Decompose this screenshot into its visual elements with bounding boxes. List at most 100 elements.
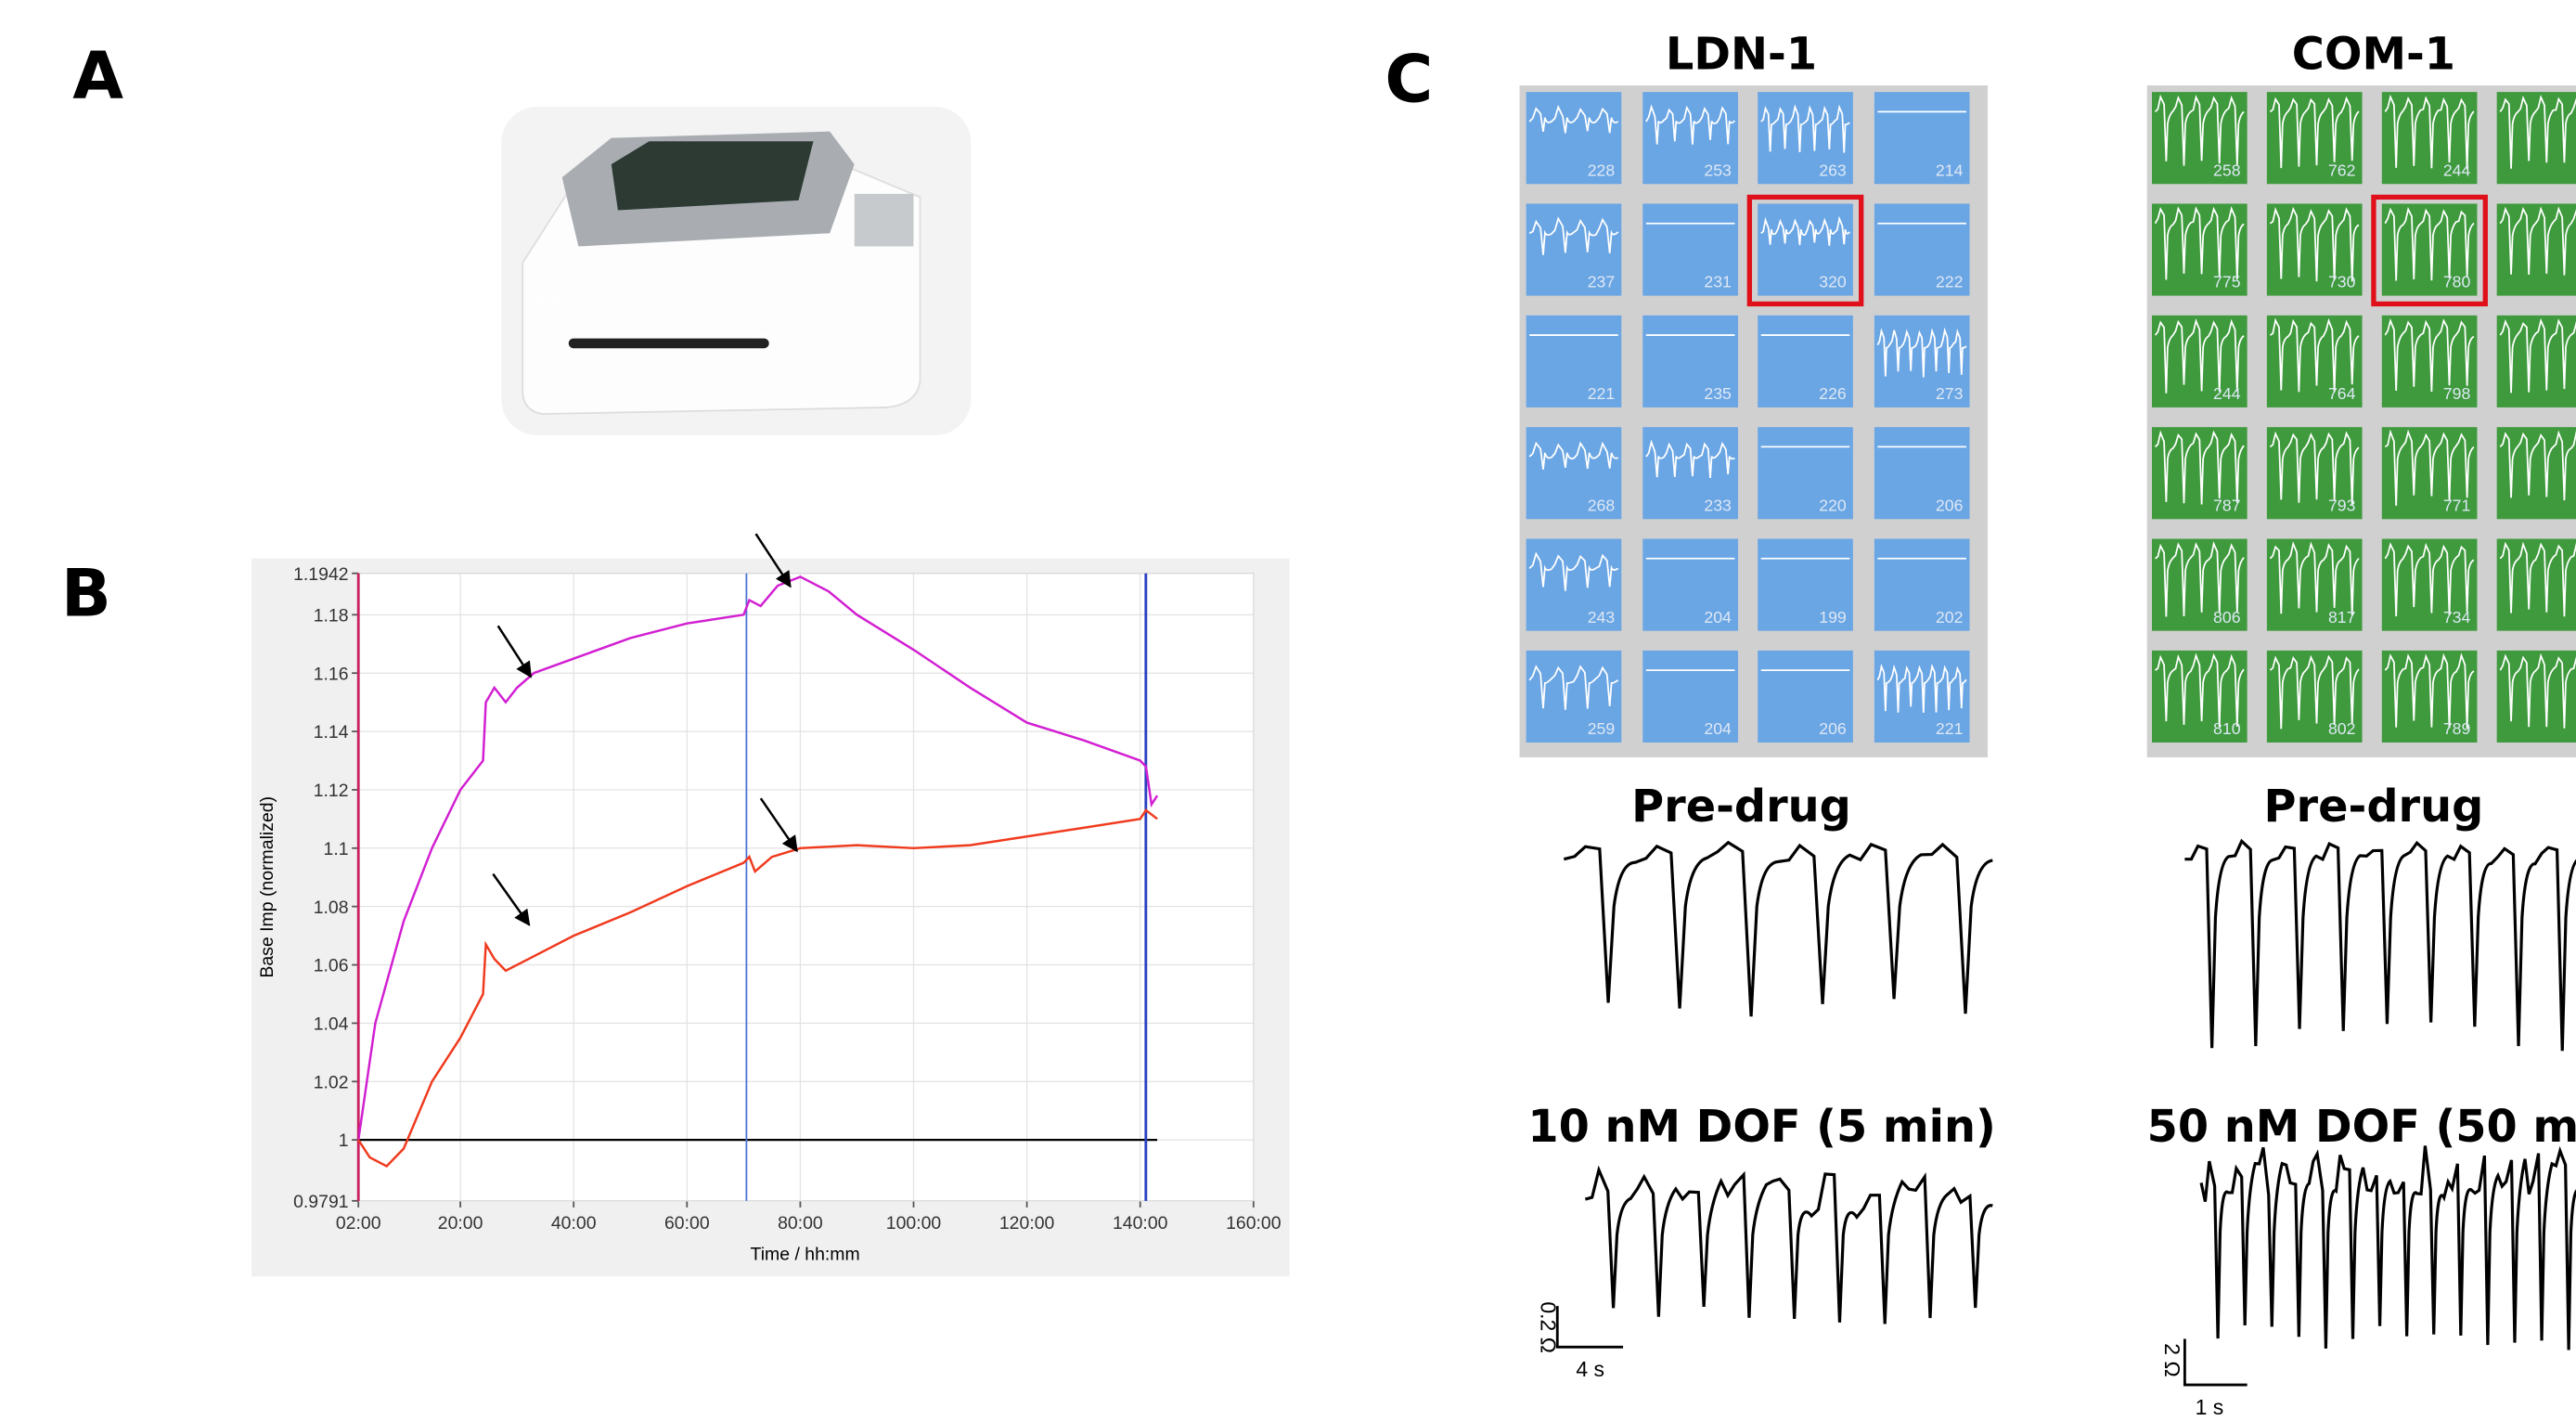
trace: [2184, 838, 2576, 1052]
well-tile: [1874, 427, 1970, 520]
well-tile: [1642, 538, 1738, 631]
well-label: 764: [2328, 384, 2356, 403]
panel-label: B: [61, 555, 111, 632]
well-label: 775: [2213, 273, 2241, 291]
x-tick-label: 20:00: [438, 1213, 483, 1234]
scale-bar: [1555, 1306, 1624, 1349]
well-label: 259: [1588, 719, 1616, 738]
trace: [1563, 840, 1993, 1017]
well-trace: [2154, 430, 2245, 505]
well-label: 204: [1704, 608, 1732, 627]
y-tick-label: 1.06: [314, 956, 349, 976]
well-label: 199: [1819, 608, 1847, 627]
well-label: 244: [2443, 161, 2471, 179]
well-tile: [1874, 203, 1970, 296]
scale-label: 0.2 Ω: [1537, 1301, 1561, 1353]
y-tick-label: 1.18: [314, 605, 349, 626]
well-label: 237: [1588, 273, 1616, 291]
well-label: 273: [1936, 384, 1964, 403]
plot-area: [357, 573, 1255, 1202]
well-label: 206: [1819, 719, 1847, 738]
well-trace: [2499, 95, 2576, 169]
well-trace: [2499, 317, 2576, 394]
well-label: 771: [2443, 496, 2471, 514]
trace: [2199, 1145, 2576, 1350]
well-trace: [2384, 94, 2475, 170]
highlight: [1746, 194, 1864, 307]
highlight: [2371, 194, 2488, 307]
well-label: 214: [1936, 161, 1964, 179]
well-trace: [1528, 104, 1619, 134]
y-tick-label: 1.12: [314, 781, 349, 801]
well-trace: [1528, 551, 1619, 591]
well-trace: [1760, 104, 1850, 153]
well-trace: [1528, 665, 1619, 710]
well-tile: [1642, 650, 1738, 743]
well-label: 226: [1819, 384, 1847, 403]
well-trace: [2269, 206, 2360, 282]
well-plate: [2146, 85, 2576, 757]
well-trace: [2499, 541, 2576, 617]
trace-title: Pre-drug: [2264, 782, 2484, 833]
well-trace: [2155, 652, 2245, 728]
well-trace: [1528, 441, 1619, 470]
well-label: 206: [1936, 496, 1964, 514]
well-label: 222: [1936, 273, 1964, 291]
group-title: LDN-1: [1666, 29, 1817, 80]
chart: 02:00 20:00 40:00 60:00 80:00 100:00 120:00 140…: [293, 564, 1282, 1234]
well-trace: [2499, 206, 2576, 276]
well-label: 817: [2328, 608, 2356, 627]
well-trace: [2499, 652, 2576, 729]
x-axis-label: Time / hh:mm: [751, 1245, 860, 1265]
well-tile: [1874, 92, 1970, 185]
well-tile: [1758, 92, 1853, 185]
well-trace: [2269, 317, 2360, 393]
well-trace: [2154, 317, 2245, 394]
well-trace: [2154, 206, 2245, 280]
well-tile: [1758, 427, 1853, 520]
y-tick-label: 1.16: [314, 664, 349, 684]
trace-title: 50 nM DOF (50 min): [2147, 1102, 2576, 1153]
device-label: nanion: [753, 330, 782, 342]
y-axis-label: Base Imp (normalized): [257, 796, 277, 978]
well-trace: [1645, 104, 1736, 145]
trace-title: Pre-drug: [1631, 782, 1851, 833]
y-tick-label: 1.1942: [293, 564, 349, 585]
y-tick-label: 1.02: [314, 1072, 349, 1092]
well-label: 762: [2328, 161, 2356, 179]
well-tile: [1526, 315, 1622, 407]
well-label: 202: [1936, 608, 1964, 627]
well-trace: [2269, 431, 2360, 506]
well-tile: [1526, 92, 1622, 185]
y-tick-label: 1.08: [314, 898, 349, 918]
well-trace: [2154, 94, 2245, 166]
well-tile: [1758, 650, 1853, 743]
well-tile: [1874, 315, 1970, 407]
scale-label: 1 s: [2196, 1395, 2224, 1419]
well-label: 734: [2443, 608, 2471, 627]
well-label: 258: [2213, 161, 2241, 179]
well-label: 810: [2213, 719, 2241, 738]
well-label: 806: [2213, 608, 2241, 627]
well-label: 730: [2328, 273, 2356, 291]
well-trace: [2384, 206, 2475, 281]
well-label: 221: [1936, 719, 1964, 738]
y-tick-label: 1.14: [314, 722, 349, 743]
y-tick-label: 1: [339, 1130, 349, 1151]
scale-label: 2 Ω: [2160, 1343, 2184, 1376]
well-label: 780: [2443, 273, 2471, 291]
x-tick-label: 80:00: [778, 1213, 823, 1234]
x-tick-label: 160:00: [1226, 1213, 1282, 1234]
well-tile: [1642, 203, 1738, 296]
well-trace: [2269, 654, 2360, 730]
well-tile: [1758, 538, 1853, 631]
series-line: [358, 808, 1158, 1169]
well-trace: [2384, 317, 2475, 393]
panel-label: A: [72, 37, 123, 114]
well-trace: [2384, 429, 2475, 506]
well-tile: [1758, 315, 1853, 407]
y-tick-label: 1.04: [314, 1014, 349, 1034]
well-trace: [1645, 439, 1735, 479]
